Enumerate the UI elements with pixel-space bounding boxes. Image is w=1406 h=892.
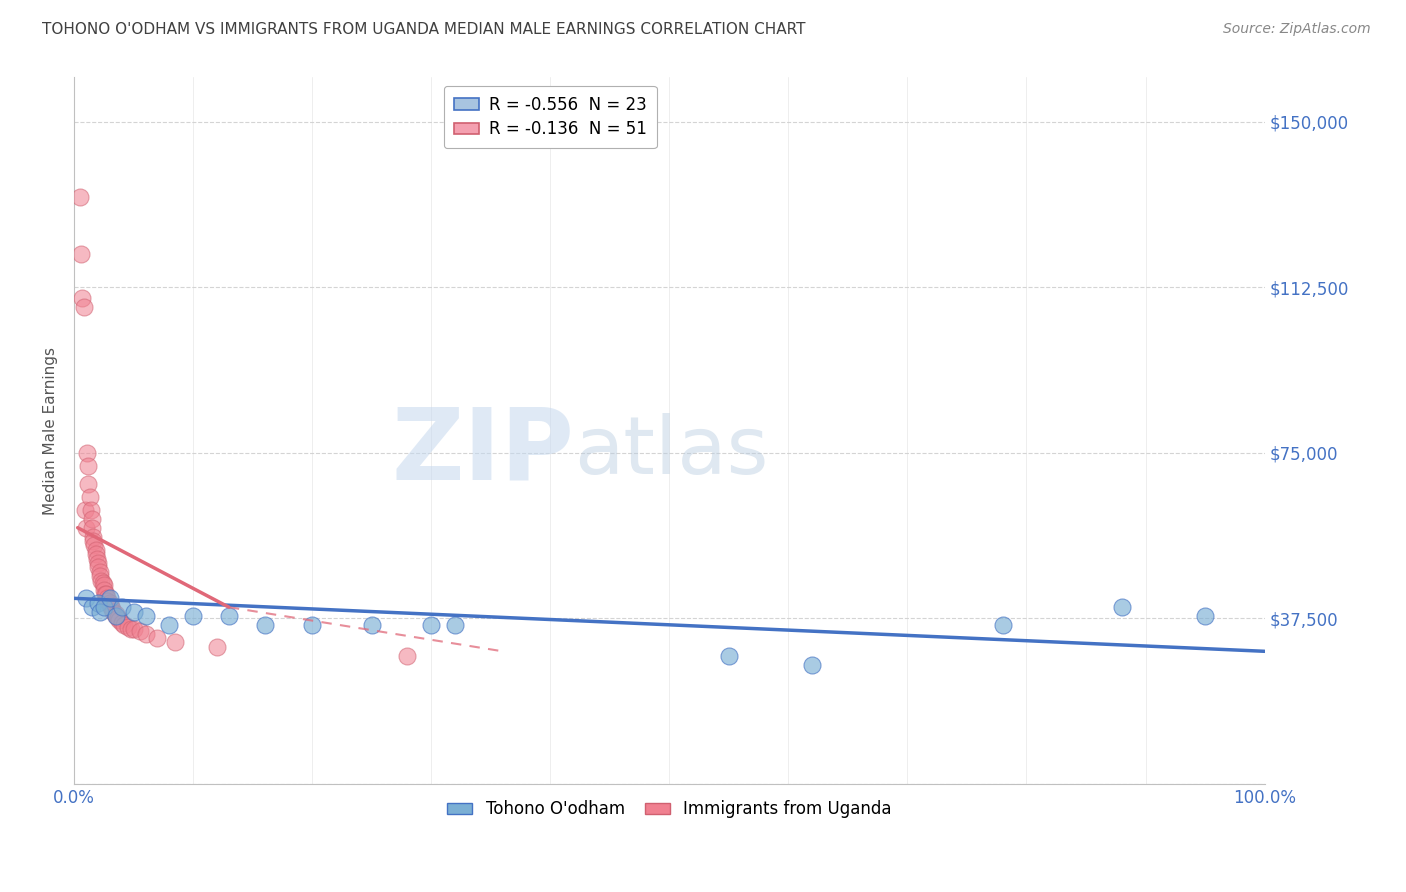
Immigrants from Uganda <box>90 574 112 588</box>
Tohono O'odham <box>135 609 157 624</box>
Immigrants from Uganda <box>108 614 131 628</box>
Immigrants from Uganda <box>135 626 157 640</box>
Tohono O'odham <box>111 600 134 615</box>
Immigrants from Uganda <box>93 582 115 597</box>
Immigrants from Uganda <box>72 300 94 314</box>
Immigrants from Uganda <box>91 575 114 590</box>
Immigrants from Uganda <box>205 640 228 654</box>
Immigrants from Uganda <box>86 551 108 566</box>
Immigrants from Uganda <box>104 609 127 624</box>
Tohono O'odham <box>181 609 204 624</box>
Immigrants from Uganda <box>80 503 103 517</box>
Tohono O'odham <box>360 617 382 632</box>
Text: TOHONO O'ODHAM VS IMMIGRANTS FROM UGANDA MEDIAN MALE EARNINGS CORRELATION CHART: TOHONO O'ODHAM VS IMMIGRANTS FROM UGANDA… <box>42 22 806 37</box>
Immigrants from Uganda <box>396 648 419 663</box>
Immigrants from Uganda <box>104 607 127 621</box>
Tohono O'odham <box>75 591 97 606</box>
Immigrants from Uganda <box>89 569 111 583</box>
Immigrants from Uganda <box>79 490 101 504</box>
Immigrants from Uganda <box>93 578 115 592</box>
Tohono O'odham <box>89 605 111 619</box>
Tohono O'odham <box>444 617 467 632</box>
Immigrants from Uganda <box>165 635 187 649</box>
Immigrants from Uganda <box>94 587 117 601</box>
Immigrants from Uganda <box>77 476 100 491</box>
Immigrants from Uganda <box>100 600 122 615</box>
Tohono O'odham <box>253 617 276 632</box>
Immigrants from Uganda <box>128 624 150 639</box>
Y-axis label: Median Male Earnings: Median Male Earnings <box>44 347 58 515</box>
Legend: Tohono O'odham, Immigrants from Uganda: Tohono O'odham, Immigrants from Uganda <box>440 794 898 825</box>
Immigrants from Uganda <box>77 458 100 473</box>
Immigrants from Uganda <box>103 605 125 619</box>
Immigrants from Uganda <box>87 556 110 570</box>
Tohono O'odham <box>1194 609 1216 624</box>
Immigrants from Uganda <box>112 617 135 632</box>
Tohono O'odham <box>157 617 180 632</box>
Tohono O'odham <box>801 657 824 672</box>
Immigrants from Uganda <box>87 560 110 574</box>
Immigrants from Uganda <box>83 538 105 552</box>
Immigrants from Uganda <box>96 591 118 606</box>
Immigrants from Uganda <box>76 445 98 459</box>
Immigrants from Uganda <box>80 512 103 526</box>
Immigrants from Uganda <box>107 611 129 625</box>
Immigrants from Uganda <box>75 521 97 535</box>
Immigrants from Uganda <box>98 598 121 612</box>
Immigrants from Uganda <box>96 593 118 607</box>
Immigrants from Uganda <box>122 622 145 636</box>
Immigrants from Uganda <box>72 291 94 305</box>
Text: Source: ZipAtlas.com: Source: ZipAtlas.com <box>1223 22 1371 37</box>
Immigrants from Uganda <box>98 596 121 610</box>
Immigrants from Uganda <box>96 587 118 601</box>
Tohono O'odham <box>218 609 240 624</box>
Tohono O'odham <box>301 617 323 632</box>
Tohono O'odham <box>98 591 121 606</box>
Immigrants from Uganda <box>101 602 124 616</box>
Text: ZIP: ZIP <box>391 403 574 500</box>
Tohono O'odham <box>991 617 1014 632</box>
Tohono O'odham <box>93 600 115 615</box>
Immigrants from Uganda <box>120 622 142 636</box>
Immigrants from Uganda <box>111 615 134 630</box>
Tohono O'odham <box>80 600 103 615</box>
Immigrants from Uganda <box>69 189 91 203</box>
Immigrants from Uganda <box>73 503 96 517</box>
Immigrants from Uganda <box>80 521 103 535</box>
Immigrants from Uganda <box>84 547 107 561</box>
Tohono O'odham <box>420 617 443 632</box>
Immigrants from Uganda <box>84 542 107 557</box>
Immigrants from Uganda <box>82 533 104 548</box>
Tohono O'odham <box>104 609 127 624</box>
Tohono O'odham <box>87 596 110 610</box>
Text: atlas: atlas <box>574 413 769 491</box>
Tohono O'odham <box>122 605 145 619</box>
Tohono O'odham <box>717 648 740 663</box>
Immigrants from Uganda <box>117 620 139 634</box>
Immigrants from Uganda <box>146 631 169 645</box>
Immigrants from Uganda <box>89 565 111 579</box>
Immigrants from Uganda <box>70 247 93 261</box>
Immigrants from Uganda <box>82 529 104 543</box>
Tohono O'odham <box>1111 600 1133 615</box>
